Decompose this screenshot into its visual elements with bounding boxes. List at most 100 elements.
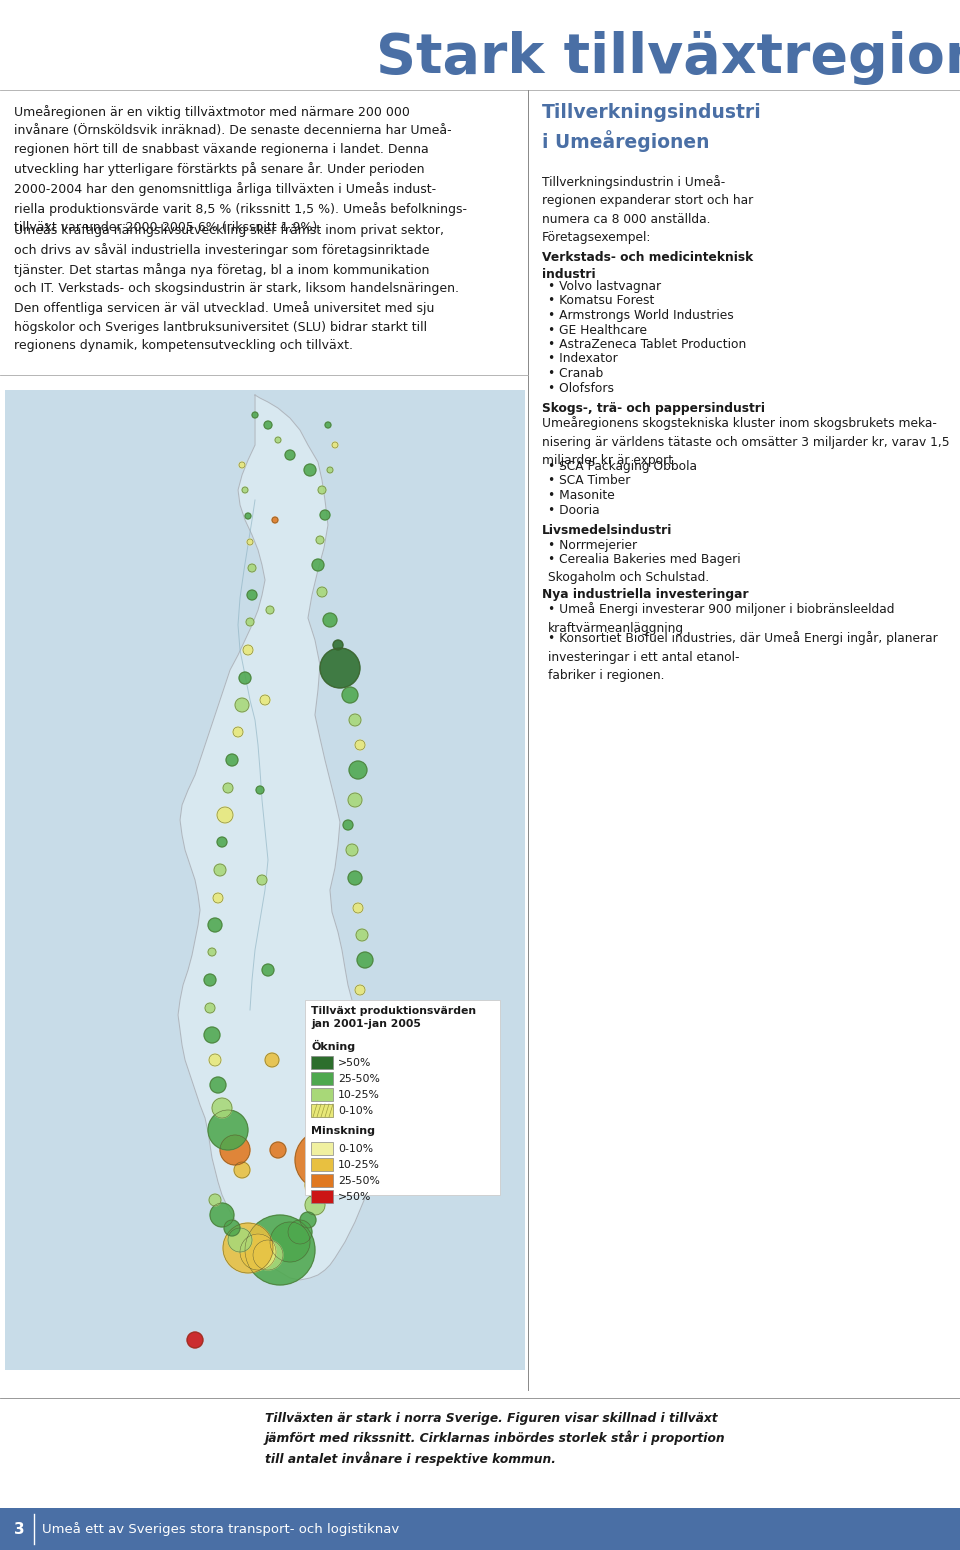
Circle shape: [316, 536, 324, 544]
Circle shape: [356, 928, 368, 941]
Text: • Dooria: • Dooria: [548, 504, 600, 516]
Circle shape: [217, 837, 227, 846]
Text: >50%: >50%: [338, 1059, 372, 1068]
Circle shape: [348, 871, 362, 885]
Circle shape: [187, 1331, 203, 1348]
Circle shape: [333, 640, 343, 649]
Circle shape: [275, 437, 281, 443]
Text: 25-50%: 25-50%: [338, 1074, 380, 1083]
Circle shape: [300, 1212, 316, 1228]
Circle shape: [226, 753, 238, 766]
Circle shape: [223, 1223, 273, 1273]
Circle shape: [355, 739, 365, 750]
Circle shape: [208, 949, 216, 956]
Circle shape: [332, 442, 338, 448]
Text: • Armstrongs World Industries: • Armstrongs World Industries: [548, 308, 733, 322]
Bar: [311, 1190, 333, 1203]
Circle shape: [245, 1215, 315, 1285]
Circle shape: [288, 1220, 312, 1245]
Circle shape: [252, 412, 258, 418]
Text: Umeåregionen är en viktig tillväxtmotor med närmare 200 000
invånare (Örnsköldsv: Umeåregionen är en viktig tillväxtmotor …: [14, 105, 467, 234]
Text: Livsmedelsindustri: Livsmedelsindustri: [542, 524, 672, 536]
Text: • Umeå Energi investerar 900 miljoner i biobränsleeldad
kraftvärmeanläggning: • Umeå Energi investerar 900 miljoner i …: [548, 603, 895, 636]
Circle shape: [247, 591, 257, 600]
Circle shape: [235, 698, 249, 711]
Bar: [0, 1508, 960, 1550]
Text: • Masonite: • Masonite: [548, 488, 614, 502]
Text: 0-10%: 0-10%: [338, 1107, 373, 1116]
FancyBboxPatch shape: [5, 391, 525, 1370]
Text: 10-25%: 10-25%: [338, 1090, 380, 1100]
Circle shape: [213, 893, 223, 904]
Bar: [311, 1142, 333, 1155]
Circle shape: [348, 1008, 362, 1021]
Circle shape: [349, 761, 367, 780]
Circle shape: [209, 1194, 221, 1206]
Circle shape: [349, 715, 361, 725]
Text: Tillverkningsindustrin i Umeå-
regionen expanderar stort och har
numera ca 8 000: Tillverkningsindustrin i Umeå- regionen …: [542, 175, 754, 245]
Circle shape: [272, 518, 278, 522]
Text: • Cranab: • Cranab: [548, 367, 603, 380]
Circle shape: [295, 1130, 355, 1190]
Text: • Olofsfors: • Olofsfors: [548, 381, 614, 395]
Text: • GE Healthcare: • GE Healthcare: [548, 324, 647, 336]
Text: 25-50%: 25-50%: [338, 1176, 380, 1186]
Circle shape: [239, 462, 245, 468]
Circle shape: [285, 449, 295, 460]
Bar: [311, 1104, 333, 1118]
Circle shape: [317, 587, 327, 597]
Circle shape: [247, 539, 253, 546]
Circle shape: [305, 1195, 325, 1215]
Circle shape: [209, 1054, 221, 1066]
Circle shape: [325, 422, 331, 428]
Text: Tillverkningsindustri
i Umeåregionen: Tillverkningsindustri i Umeåregionen: [542, 102, 761, 152]
Circle shape: [257, 876, 267, 885]
Text: 3: 3: [14, 1522, 25, 1536]
Circle shape: [353, 904, 363, 913]
Text: • Volvo lastvagnar: • Volvo lastvagnar: [548, 281, 661, 293]
Bar: [305, 1000, 500, 1195]
Bar: [311, 1088, 333, 1100]
Circle shape: [243, 645, 253, 656]
Circle shape: [342, 687, 358, 704]
Circle shape: [240, 1234, 276, 1269]
Circle shape: [323, 612, 337, 628]
Circle shape: [330, 1020, 370, 1060]
Bar: [311, 1056, 333, 1070]
Circle shape: [220, 1135, 250, 1166]
Circle shape: [260, 694, 270, 705]
Text: • SCA Packaging Obbola: • SCA Packaging Obbola: [548, 460, 697, 473]
Circle shape: [205, 1003, 215, 1014]
Circle shape: [320, 1040, 370, 1090]
Circle shape: [228, 1228, 252, 1252]
Circle shape: [204, 973, 216, 986]
Circle shape: [212, 1097, 232, 1118]
Circle shape: [217, 808, 233, 823]
Polygon shape: [178, 395, 368, 1280]
Bar: [311, 1173, 333, 1187]
Text: Stark tillväxtregion: Stark tillväxtregion: [375, 31, 960, 85]
Text: • SCA Timber: • SCA Timber: [548, 474, 631, 488]
Circle shape: [239, 673, 251, 684]
Circle shape: [304, 463, 316, 476]
Circle shape: [245, 513, 251, 519]
Circle shape: [270, 1142, 286, 1158]
Text: Verkstads- och medicinteknisk
industri: Verkstads- och medicinteknisk industri: [542, 251, 754, 281]
Text: • Konsortiet Biofuel industries, där Umeå Energi ingår, planerar
investeringar i: • Konsortiet Biofuel industries, där Ume…: [548, 631, 938, 682]
Text: 10-25%: 10-25%: [338, 1159, 380, 1170]
Circle shape: [262, 964, 274, 976]
Circle shape: [264, 422, 272, 429]
Circle shape: [323, 1104, 347, 1127]
Text: • Indexator: • Indexator: [548, 352, 617, 366]
Circle shape: [343, 820, 353, 829]
Circle shape: [327, 467, 333, 473]
Circle shape: [256, 786, 264, 794]
Circle shape: [320, 510, 330, 519]
Circle shape: [355, 984, 365, 995]
Circle shape: [322, 1132, 338, 1149]
Circle shape: [234, 1162, 250, 1178]
Text: • Cerealia Bakeries med Bageri
Skogaholm och Schulstad.: • Cerealia Bakeries med Bageri Skogaholm…: [548, 553, 740, 584]
Text: • Norrmejerier: • Norrmejerier: [548, 538, 637, 552]
Circle shape: [208, 918, 222, 932]
Circle shape: [305, 1170, 335, 1200]
